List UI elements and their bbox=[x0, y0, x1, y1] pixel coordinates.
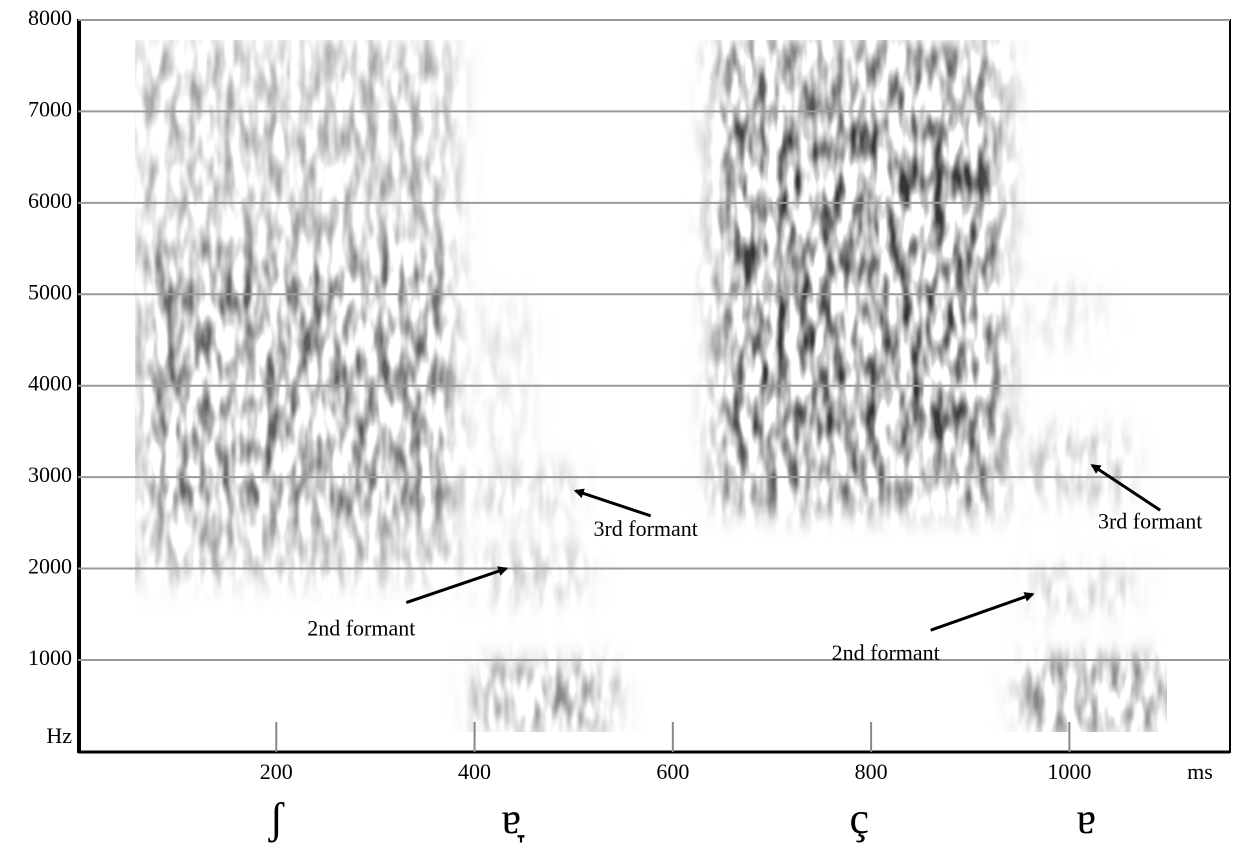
annotation-arrow bbox=[573, 488, 652, 518]
annotation-text: 3rd formant bbox=[1098, 508, 1202, 533]
y-tick-label: 4000 bbox=[28, 371, 72, 396]
y-tick-label: 7000 bbox=[28, 96, 72, 121]
annotation-arrow bbox=[405, 566, 509, 604]
segment-label: ʃ bbox=[268, 794, 285, 843]
x-tick-label: 1000 bbox=[1047, 759, 1091, 784]
y-tick-label: 6000 bbox=[28, 188, 72, 213]
annotation-arrow bbox=[1090, 463, 1162, 512]
x-axis-label: ms bbox=[1187, 759, 1213, 784]
x-tick-label: 400 bbox=[458, 759, 491, 784]
x-tick-label: 800 bbox=[855, 759, 888, 784]
y-axis-label: Hz bbox=[46, 723, 72, 748]
y-tick-label: 1000 bbox=[28, 645, 72, 670]
x-tick-label: 200 bbox=[260, 759, 293, 784]
x-tick-label: 600 bbox=[656, 759, 689, 784]
segment-label: ɐ bbox=[1076, 794, 1096, 843]
y-tick-label: 2000 bbox=[28, 554, 72, 579]
annotation-text: 2nd formant bbox=[307, 616, 415, 641]
segment-label: ç bbox=[849, 794, 869, 843]
y-tick-label: 3000 bbox=[28, 462, 72, 487]
annotation-arrow bbox=[930, 592, 1035, 632]
annotation-text: 2nd formant bbox=[832, 640, 940, 665]
segment-label: ɐ̞ bbox=[501, 794, 525, 843]
annotation-text: 3rd formant bbox=[593, 516, 697, 541]
y-tick-label: 8000 bbox=[28, 5, 72, 30]
y-tick-label: 5000 bbox=[28, 279, 72, 304]
